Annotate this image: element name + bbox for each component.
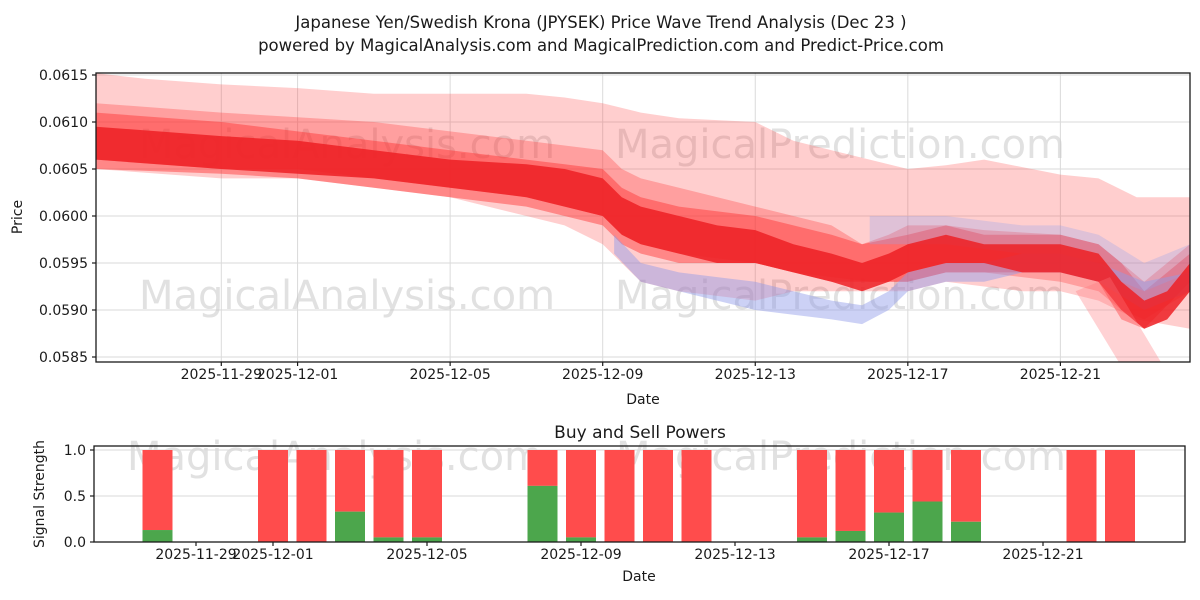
x-tick-label: 2025-12-21 [1020, 367, 1101, 383]
bar-sell [874, 450, 904, 513]
y-tick-label: 0.0610 [39, 115, 88, 131]
price-chart-border [95, 72, 1191, 363]
bar-sell [373, 450, 404, 538]
bar-sell [527, 450, 558, 486]
price-band-core-band [96, 126, 1190, 329]
x-tick-label: 2025-12-01 [232, 547, 313, 563]
bar-buy [874, 512, 904, 542]
price-chart-ticks: 0.0615 0.0610 0.0605 0.0600 0.0595 0.0590 0.05… [39, 68, 1101, 383]
x-tick-label: 2025-12-05 [409, 367, 490, 383]
signal-xlabel: Date [622, 569, 655, 585]
bar-sell [412, 450, 442, 538]
price-xlabel: Date [626, 392, 659, 408]
x-tick-label: 2025-12-17 [848, 547, 929, 563]
price-wave-bands [96, 73, 1190, 362]
x-tick-label: 2025-11-29 [181, 367, 262, 383]
bar-sell [604, 450, 635, 542]
y-tick-label: 0.0600 [39, 209, 88, 225]
figure-title-line2: powered by MagicalAnalysis.com and Magic… [258, 36, 944, 55]
bar-buy [412, 537, 442, 542]
bar-buy [527, 485, 558, 542]
watermark-prediction-upper: MagicalPrediction.com [615, 122, 1065, 168]
signal-ylabel: Signal Strength [32, 440, 48, 548]
price-chart: MagicalAnalysis.com MagicalPrediction.co… [10, 68, 1191, 408]
signal-chart-title: Buy and Sell Powers [554, 423, 726, 443]
signal-bars [142, 450, 1135, 542]
bar-sell [643, 450, 673, 542]
price-band-tail-streak [1075, 277, 1161, 362]
bar-buy [335, 511, 365, 542]
x-tick-label: 2025-12-01 [257, 367, 338, 383]
y-tick-label: 1.0 [64, 443, 86, 459]
bar-buy [142, 530, 173, 542]
x-tick-label: 2025-12-09 [540, 547, 621, 563]
y-tick-label: 0.5 [64, 489, 86, 505]
x-tick-label: 2025-12-05 [386, 547, 467, 563]
x-tick-label: 2025-12-13 [694, 547, 775, 563]
bar-sell [1105, 450, 1135, 542]
bar-sell [142, 450, 173, 531]
x-tick-label: 2025-12-17 [867, 367, 948, 383]
bar-sell [797, 450, 827, 538]
y-tick-label: 0.0615 [39, 68, 88, 84]
x-tick-label: 2025-12-21 [1002, 547, 1083, 563]
bar-buy [835, 530, 866, 542]
figure-title-line1: Japanese Yen/Swedish Krona (JPYSEK) Pric… [294, 13, 906, 32]
y-tick-label: 0.0605 [39, 162, 88, 178]
bar-buy [912, 501, 943, 542]
bar-sell [296, 450, 327, 542]
bar-sell [566, 450, 596, 538]
x-tick-label: 2025-12-13 [715, 367, 796, 383]
x-tick-label: 2025-11-29 [155, 547, 236, 563]
signal-chart-border [93, 445, 1186, 543]
bar-buy [373, 537, 404, 542]
bar-buy [797, 537, 827, 542]
bar-sell [835, 450, 866, 531]
bar-buy [566, 537, 596, 542]
bar-sell [951, 450, 981, 522]
x-tick-label: 2025-12-09 [562, 367, 643, 383]
watermark-analysis-lower: MagicalAnalysis.com [139, 273, 555, 319]
bar-sell [681, 450, 712, 542]
signal-chart: Buy and Sell Powers MagicalAnalysis.com … [32, 423, 1186, 585]
bar-buy [951, 521, 981, 542]
price-ylabel: Price [10, 200, 26, 234]
bar-sell [912, 450, 943, 502]
y-tick-label: 0.0585 [39, 350, 88, 366]
y-tick-label: 0.0595 [39, 256, 88, 272]
y-tick-label: 0.0590 [39, 303, 88, 319]
bar-sell [335, 450, 365, 512]
y-tick-label: 0.0 [64, 535, 86, 551]
bar-sell [1066, 450, 1097, 542]
bar-sell [258, 450, 288, 542]
